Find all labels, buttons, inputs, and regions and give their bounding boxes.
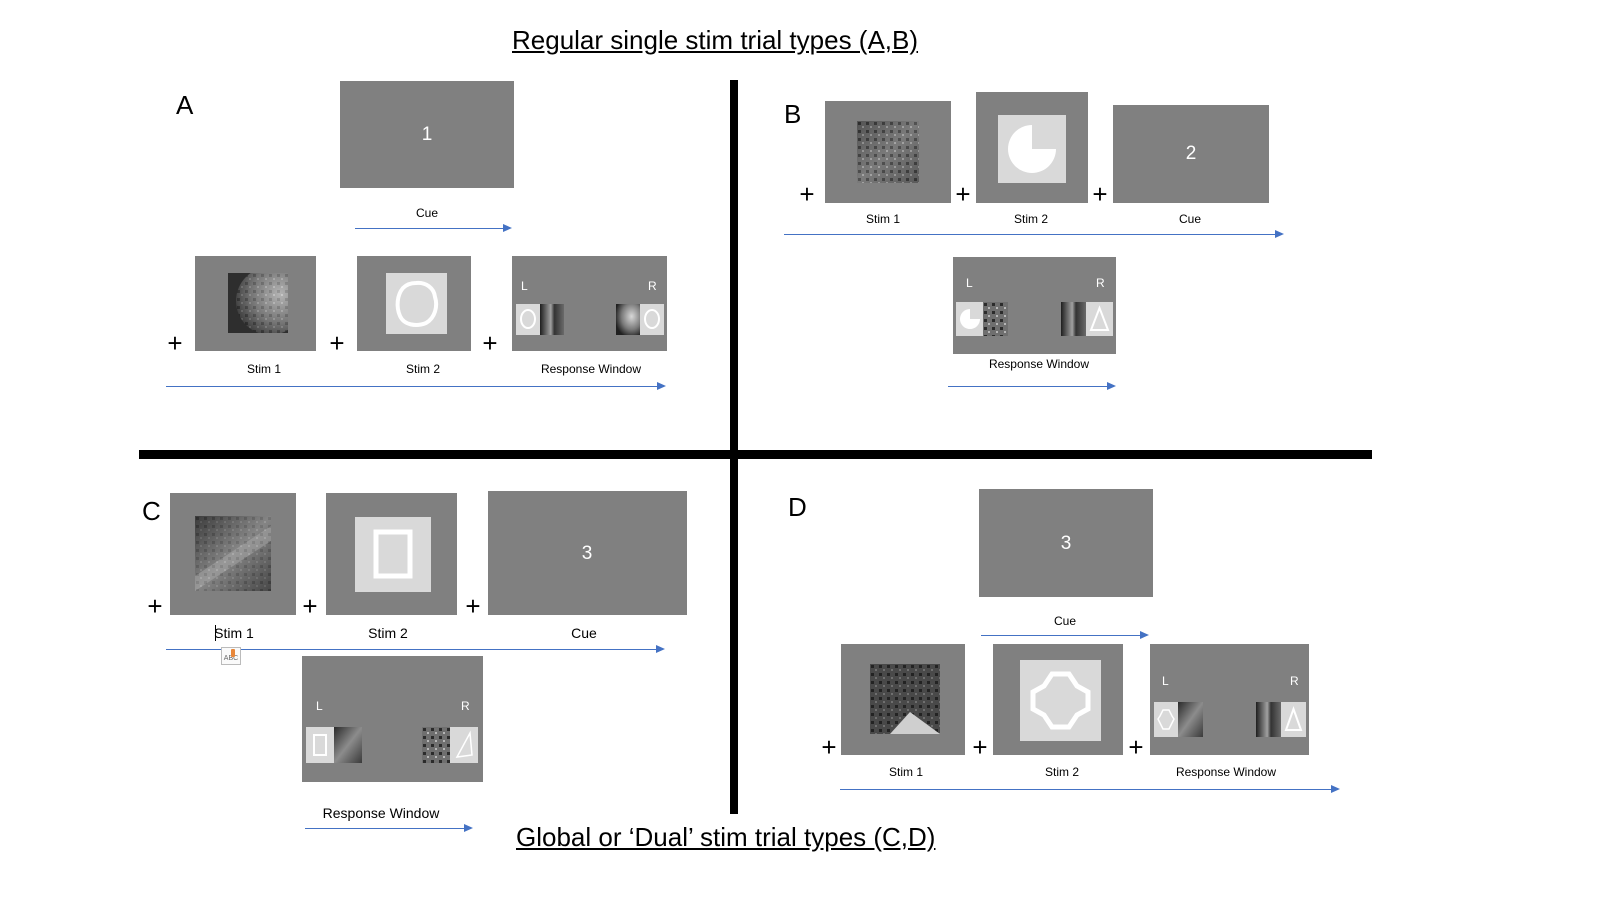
panel-a-cue-screen: 1 xyxy=(340,81,514,188)
top-title: Regular single stim trial types (A,B) xyxy=(512,25,919,55)
response-left-shape xyxy=(516,304,540,335)
panel-a-stim1-label: Stim 1 xyxy=(246,362,282,376)
panel-b-left-label: L xyxy=(966,276,973,290)
panel-c-response-screen: L R xyxy=(302,656,483,782)
panel-c-timeline-arrow xyxy=(166,645,665,653)
pacman-shape xyxy=(998,115,1066,183)
panel-d-right-label: R xyxy=(1290,674,1299,688)
response-left-shape xyxy=(1154,702,1178,737)
panel-c-response-label: Response Window xyxy=(322,805,440,821)
panel-d-stim1-label: Stim 1 xyxy=(888,765,924,779)
fixation-cross: + xyxy=(955,179,971,209)
response-right-image xyxy=(1061,302,1086,336)
panel-c-stim2-label: Stim 2 xyxy=(368,625,408,641)
response-left-image xyxy=(334,727,362,763)
response-right-shape xyxy=(640,304,664,335)
response-right-shape xyxy=(1086,302,1113,336)
panel-a-left-label: L xyxy=(521,279,528,293)
panel-a-cue-label: Cue xyxy=(415,206,439,220)
fractal-corridor-image xyxy=(195,516,271,591)
fixation-cross: + xyxy=(147,591,163,621)
response-left-image xyxy=(1178,702,1203,737)
panel-a-cue-arrow xyxy=(355,224,512,232)
vertical-divider xyxy=(730,80,738,814)
fixation-cross: + xyxy=(465,591,481,621)
cross-outline-shape xyxy=(1020,660,1101,741)
horizontal-divider xyxy=(139,450,1372,459)
panel-d-cue-screen: 3 xyxy=(979,489,1153,597)
panel-b-response-screen: L R xyxy=(953,257,1116,354)
panel-c-stim1-screen xyxy=(170,493,296,615)
fixation-cross: + xyxy=(1128,732,1144,762)
fixation-cross: + xyxy=(167,328,183,358)
panel-d-letter: D xyxy=(788,492,807,522)
fractal-tower-image xyxy=(870,664,940,734)
rectangle-outline-shape xyxy=(355,517,431,592)
panel-b-stim2-screen xyxy=(976,92,1088,203)
response-right-shape xyxy=(450,727,478,763)
panel-d-stim2-screen xyxy=(993,644,1123,755)
response-right-image xyxy=(616,304,640,335)
panel-b-cue-number: 2 xyxy=(1185,143,1197,164)
bottom-title: Global or ‘Dual’ stim trial types (C,D) xyxy=(516,822,936,852)
fractal-cube-image xyxy=(857,121,919,183)
panel-d-left-label: L xyxy=(1162,674,1169,688)
panel-d-response-label: Response Window xyxy=(1175,765,1277,779)
panel-a-timeline-arrow xyxy=(166,382,666,390)
panel-a-letter: A xyxy=(176,90,194,120)
response-left-image xyxy=(983,302,1008,336)
response-right-image xyxy=(1256,702,1281,737)
panel-a-stim2-screen xyxy=(357,256,471,351)
panel-d-response-screen: L R xyxy=(1150,644,1309,755)
response-right-image xyxy=(422,727,450,763)
fixation-cross: + xyxy=(1092,179,1108,209)
panel-c-right-label: R xyxy=(461,699,470,713)
fractal-sphere-image xyxy=(228,273,288,333)
panel-c-cue-number: 3 xyxy=(581,543,593,564)
response-left-image xyxy=(540,304,564,335)
panel-d-cue-arrow xyxy=(981,631,1149,639)
panel-c-stim1-label: Stim 1 xyxy=(214,625,254,641)
autocorrect-icon[interactable]: ABC xyxy=(221,647,241,665)
panel-b-cue-screen: 2 xyxy=(1113,105,1269,203)
panel-c-response-arrow xyxy=(305,824,473,832)
panel-a-stim1-screen xyxy=(195,256,316,351)
panel-c-stim2-screen xyxy=(326,493,457,615)
panel-d-timeline-arrow xyxy=(840,785,1340,793)
text-cursor xyxy=(215,625,216,641)
panel-c-cue-label: Cue xyxy=(571,625,597,641)
response-right-shape xyxy=(1281,702,1306,737)
blob-outline-shape xyxy=(386,273,447,334)
panel-c-left-label: L xyxy=(316,699,323,713)
fixation-cross: + xyxy=(972,732,988,762)
fixation-cross: + xyxy=(482,328,498,358)
panel-a-right-label: R xyxy=(648,279,657,293)
response-left-shape xyxy=(956,302,983,336)
panel-b-response-arrow xyxy=(948,382,1116,390)
panel-a-stim2-label: Stim 2 xyxy=(405,362,441,376)
panel-b-right-label: R xyxy=(1096,276,1105,290)
panel-d-cue-number: 3 xyxy=(1060,533,1072,554)
panel-b-cue-label: Cue xyxy=(1178,212,1202,226)
panel-b-stim1-label: Stim 1 xyxy=(865,212,901,226)
fixation-cross: + xyxy=(329,328,345,358)
panel-c-cue-screen: 3 xyxy=(488,491,687,615)
panel-c-letter: C xyxy=(142,496,161,526)
panel-a-response-label: Response Window xyxy=(540,362,642,376)
panel-b-response-label: Response Window xyxy=(988,357,1090,371)
fixation-cross: + xyxy=(799,179,815,209)
panel-a-response-screen: L R xyxy=(512,256,667,351)
panel-b-stim1-screen xyxy=(825,101,951,203)
panel-b-letter: B xyxy=(784,99,802,129)
response-left-shape xyxy=(306,727,334,763)
panel-a-cue-number: 1 xyxy=(421,124,433,145)
fixation-cross: + xyxy=(302,591,318,621)
panel-b-stim2-label: Stim 2 xyxy=(1013,212,1049,226)
panel-d-stim2-label: Stim 2 xyxy=(1044,765,1080,779)
panel-b-timeline-arrow xyxy=(784,230,1284,238)
panel-d-cue-label: Cue xyxy=(1053,614,1077,628)
fixation-cross: + xyxy=(821,732,837,762)
panel-d-stim1-screen xyxy=(841,644,965,755)
